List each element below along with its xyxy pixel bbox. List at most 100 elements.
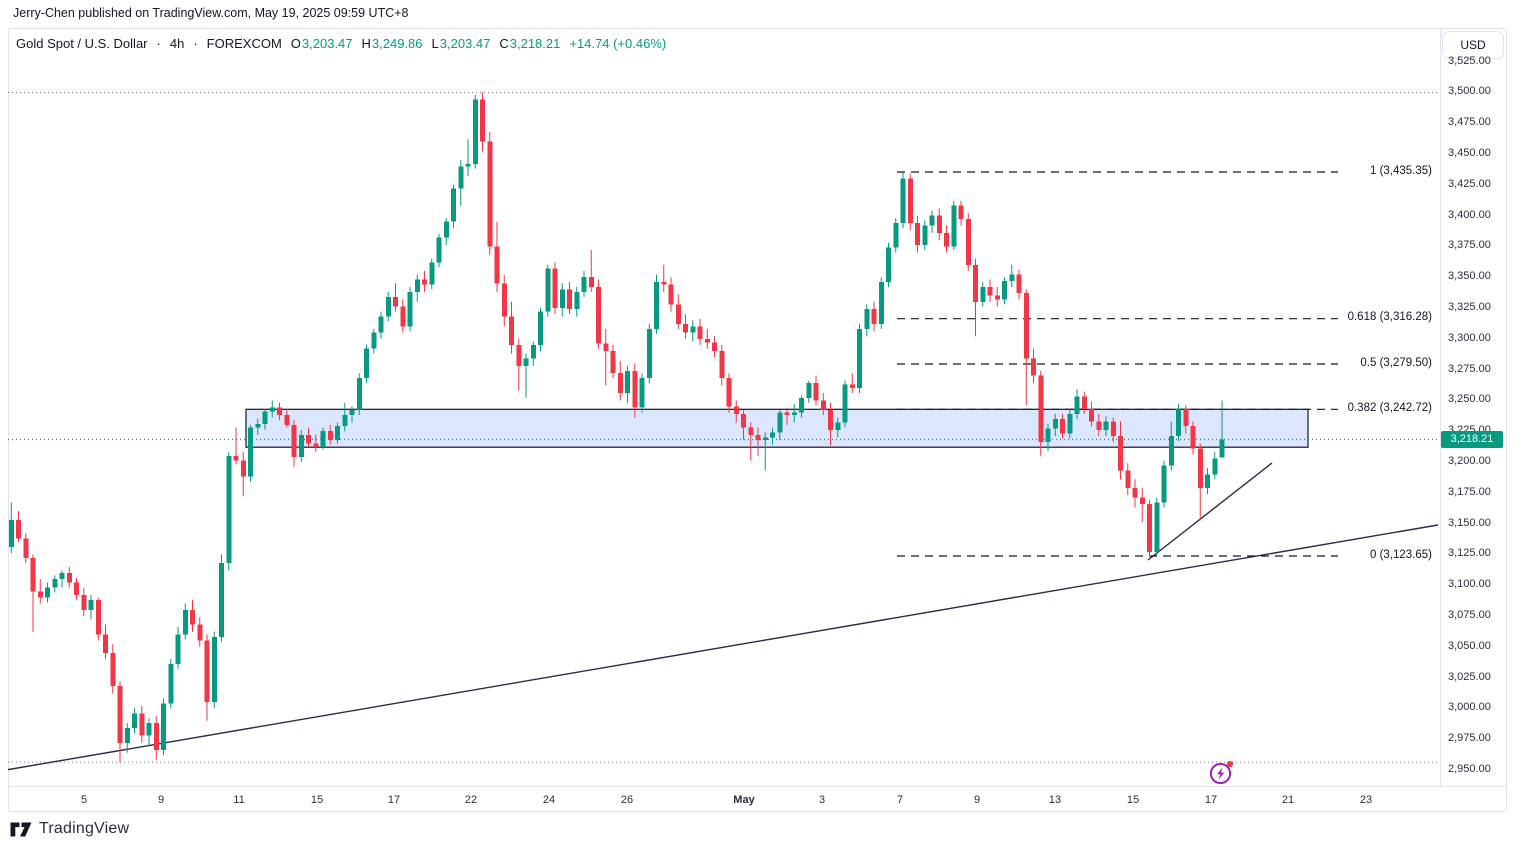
- time-axis[interactable]: 5 9 11 15 17 22 24 26 May 3 7 9 13 15 17 21 23: [8, 787, 1440, 812]
- candle-body: [269, 407, 275, 412]
- price-tick-label: 3,300.00: [1448, 331, 1491, 344]
- candle-body: [878, 282, 884, 324]
- currency-button[interactable]: USD: [1442, 31, 1504, 59]
- time-tick-label: 22: [464, 794, 478, 806]
- candle-body: [168, 664, 174, 704]
- price-tick-label: 3,500.00: [1448, 85, 1491, 98]
- candle-body: [973, 264, 978, 302]
- time-tick-label: 9: [157, 794, 165, 806]
- candle-body: [458, 166, 464, 189]
- candle-body: [487, 141, 493, 247]
- candle-body: [1081, 396, 1087, 409]
- candle-body: [400, 306, 406, 327]
- time-tick-label: 15: [1126, 794, 1140, 806]
- candle-body: [219, 563, 224, 637]
- candle-body: [81, 595, 87, 610]
- candle-body: [864, 309, 870, 329]
- separator: ·: [156, 36, 161, 51]
- candlestick-chart[interactable]: [8, 28, 1440, 786]
- time-tick-label: 24: [542, 794, 556, 806]
- candle-body: [581, 277, 587, 292]
- time-tick-label: 17: [1204, 794, 1218, 806]
- publisher-line: Jerry-Chen published on TradingView.com,…: [13, 6, 409, 20]
- price-axis-separator: [1440, 29, 1441, 786]
- candle-body: [30, 558, 36, 592]
- candle-body: [574, 291, 580, 310]
- candle-body: [480, 99, 485, 142]
- candle-body: [936, 215, 942, 233]
- candle-body: [349, 410, 355, 416]
- chart-legend: Gold Spot / U.S. Dollar · 4h · FOREXCOM …: [16, 36, 666, 51]
- short-steep-trendline[interactable]: [1147, 462, 1273, 561]
- candle-body: [429, 262, 435, 285]
- candle-body: [588, 277, 594, 287]
- candle-body: [124, 728, 130, 743]
- candle-body: [1139, 497, 1145, 504]
- candle-body: [907, 178, 913, 223]
- candle-body: [654, 282, 659, 329]
- candle-body: [52, 579, 58, 588]
- candle-body: [284, 415, 290, 425]
- tradingview-logo[interactable]: TradingView: [10, 820, 129, 838]
- exchange-label: FOREXCOM: [206, 36, 282, 51]
- candle-body: [632, 370, 638, 408]
- candle-body: [66, 572, 72, 583]
- fib-level-label: 0.618 (3,316.28): [1347, 311, 1432, 324]
- candle-body: [719, 351, 725, 379]
- candle-body: [451, 188, 456, 222]
- time-axis-separator: [9, 786, 1506, 787]
- candle-body: [509, 316, 514, 345]
- candle-body: [182, 609, 188, 635]
- candle-body: [110, 652, 116, 687]
- candle-body: [552, 268, 558, 308]
- candle-body: [791, 412, 797, 416]
- candle-body: [262, 411, 268, 424]
- candle-body: [298, 434, 304, 457]
- candle-body: [1212, 458, 1218, 475]
- candle-body: [8, 519, 14, 547]
- candle-body: [16, 519, 21, 539]
- candle-body: [538, 311, 543, 345]
- candle-body: [472, 99, 478, 164]
- candle-body: [726, 378, 732, 407]
- candle-body: [1147, 503, 1152, 552]
- price-tick-label: 3,125.00: [1448, 547, 1491, 560]
- low-key: L: [431, 36, 439, 51]
- low-value: 3,203.47: [439, 36, 491, 51]
- price-tick-label: 3,175.00: [1448, 485, 1491, 498]
- price-tick-label: 3,150.00: [1448, 516, 1491, 529]
- candle-body: [922, 225, 928, 246]
- candle-body: [233, 455, 239, 461]
- candle-body: [610, 351, 616, 374]
- candle-body: [893, 222, 899, 248]
- candle-body: [1009, 274, 1015, 281]
- candle-body: [88, 599, 94, 610]
- candle-body: [443, 221, 449, 238]
- candle-body: [697, 326, 703, 339]
- chart-canvas[interactable]: [8, 28, 1440, 786]
- candle-body: [371, 332, 377, 349]
- long-support-trendline[interactable]: [8, 524, 1439, 771]
- candle-body: [842, 384, 848, 423]
- price-tick-label: 3,000.00: [1448, 701, 1491, 714]
- price-axis[interactable]: 3,525.00 3,500.00 3,475.00 3,450.00 3,425.00…: [1441, 29, 1507, 786]
- candle-body: [422, 279, 427, 285]
- candle-body: [987, 287, 993, 296]
- candle-body: [1205, 474, 1210, 488]
- price-tick-label: 3,450.00: [1448, 147, 1491, 159]
- candle-body: [1016, 274, 1022, 294]
- candle-body: [1168, 436, 1174, 466]
- candle-body: [929, 215, 935, 226]
- candle-body: [190, 609, 195, 625]
- rectangle-zone[interactable]: [245, 408, 1309, 448]
- candle-body: [132, 713, 137, 729]
- candle-body: [646, 328, 652, 379]
- candle-body: [770, 432, 775, 438]
- time-tick-label: May: [733, 794, 755, 806]
- price-tick-label: 2,950.00: [1448, 763, 1491, 775]
- lightning-event-icon[interactable]: [1208, 759, 1235, 786]
- candle-body: [342, 415, 348, 427]
- symbol-title: Gold Spot / U.S. Dollar: [16, 36, 148, 51]
- change-value: +14.74 (+0.46%): [569, 36, 667, 51]
- candle-body: [625, 370, 630, 393]
